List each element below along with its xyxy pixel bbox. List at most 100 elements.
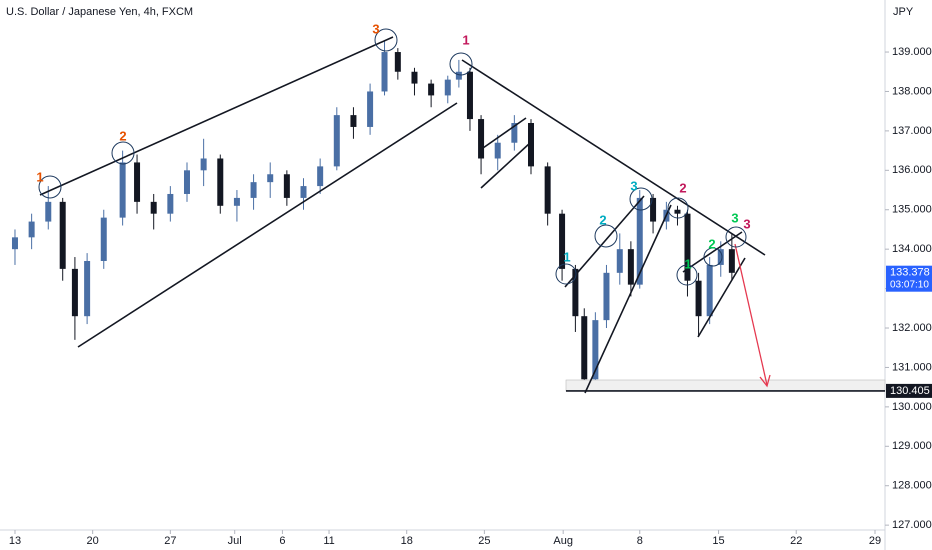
y-tick-label: 128.000 bbox=[892, 480, 932, 492]
candle-body bbox=[250, 182, 257, 198]
candle-body bbox=[528, 123, 534, 167]
wave-label: 2 bbox=[679, 180, 686, 195]
wave-label: 3 bbox=[372, 21, 379, 36]
countdown: 03:07:10 bbox=[890, 279, 929, 290]
y-tick-label: 134.000 bbox=[892, 243, 932, 255]
candle-body bbox=[350, 115, 357, 127]
y-tick-label: 132.000 bbox=[892, 322, 932, 334]
candle-body bbox=[444, 79, 451, 96]
candle-body bbox=[119, 162, 126, 218]
x-tick-label: 27 bbox=[164, 535, 176, 547]
y-tick-label: 139.000 bbox=[892, 46, 932, 58]
candle-body bbox=[394, 52, 401, 72]
candle-body bbox=[333, 115, 340, 167]
marker bbox=[449, 52, 473, 76]
candle-body bbox=[217, 158, 224, 206]
level-tag bbox=[886, 383, 932, 398]
candle-body bbox=[650, 197, 657, 222]
x-tick-label: 29 bbox=[869, 535, 881, 547]
candle-body bbox=[544, 166, 551, 214]
y-tick-label: 135.000 bbox=[892, 204, 932, 216]
wave-label: 2 bbox=[119, 128, 126, 143]
candle-body bbox=[706, 264, 713, 317]
x-tick-label: Jul bbox=[228, 535, 242, 547]
level-label: 130.405 bbox=[890, 385, 930, 397]
candle-body bbox=[167, 193, 174, 214]
x-tick-label: 15 bbox=[712, 535, 724, 547]
price-tag bbox=[886, 265, 932, 292]
candle-body bbox=[674, 209, 681, 214]
trendline bbox=[697, 257, 746, 338]
trendline bbox=[682, 231, 743, 273]
candle-body bbox=[411, 71, 418, 84]
trendline bbox=[584, 204, 672, 394]
trendline bbox=[77, 102, 458, 348]
candle-body bbox=[511, 123, 518, 143]
y-tick-label: 127.000 bbox=[892, 519, 932, 531]
y-tick-label: 131.000 bbox=[892, 361, 932, 373]
wave-label: 3 bbox=[630, 178, 637, 193]
candle-body bbox=[466, 71, 473, 120]
wave-label: 2 bbox=[599, 212, 606, 227]
marker bbox=[555, 263, 577, 285]
trendline bbox=[564, 195, 645, 288]
wave-label: 2 bbox=[708, 236, 715, 251]
candle-body bbox=[283, 174, 290, 198]
candle-body bbox=[572, 268, 579, 317]
x-tick-label: 8 bbox=[637, 535, 643, 547]
x-tick-label: 20 bbox=[87, 535, 99, 547]
candle-body bbox=[717, 249, 724, 265]
wave-label: 1 bbox=[462, 32, 469, 47]
marker bbox=[38, 175, 62, 199]
candle-body bbox=[455, 71, 462, 80]
trendline bbox=[480, 142, 531, 189]
wave-label: 1 bbox=[36, 169, 43, 184]
y-tick-label: 138.000 bbox=[892, 85, 932, 97]
candle-body bbox=[71, 268, 78, 317]
marker bbox=[629, 187, 653, 211]
chart-title: U.S. Dollar / Japanese Yen, 4h, FXCM bbox=[6, 6, 193, 18]
wave-label: 1 bbox=[563, 249, 570, 264]
candle-body bbox=[494, 142, 501, 159]
candle-body bbox=[233, 197, 240, 206]
x-tick-label: 13 bbox=[9, 535, 21, 547]
candle-body bbox=[28, 221, 35, 238]
y-tick-label: 137.000 bbox=[892, 125, 932, 137]
candle-body bbox=[581, 316, 588, 380]
marker bbox=[667, 197, 689, 219]
candle-body bbox=[428, 83, 435, 96]
marker bbox=[111, 141, 135, 165]
y-tick-label: 129.000 bbox=[892, 440, 932, 452]
candle-body bbox=[367, 91, 374, 127]
marker bbox=[374, 28, 398, 52]
candle-body bbox=[59, 201, 66, 269]
marker bbox=[725, 226, 747, 248]
x-tick-label: 11 bbox=[323, 535, 334, 547]
candle-body bbox=[381, 52, 388, 92]
candle-body bbox=[200, 158, 207, 171]
wave-label: 3 bbox=[743, 216, 750, 231]
marker bbox=[594, 224, 618, 248]
candle-body bbox=[603, 272, 610, 321]
currency: JPY bbox=[893, 6, 914, 18]
y-tick-label: 130.000 bbox=[892, 401, 932, 413]
candle-body bbox=[616, 249, 623, 273]
candle-body bbox=[134, 162, 141, 202]
zone bbox=[565, 379, 886, 392]
arrow bbox=[734, 243, 768, 386]
candle-body bbox=[183, 170, 190, 194]
candle-body bbox=[45, 201, 52, 222]
candle-body bbox=[695, 280, 702, 317]
x-tick-label: 22 bbox=[790, 535, 802, 547]
trendline bbox=[39, 36, 394, 196]
price-label: 133.378 bbox=[890, 267, 930, 279]
candle-body bbox=[684, 213, 691, 281]
candle-body bbox=[84, 260, 91, 317]
y-tick-label: 136.000 bbox=[892, 164, 932, 176]
x-tick-label: 25 bbox=[478, 535, 490, 547]
candle-body bbox=[592, 320, 599, 380]
marker bbox=[676, 264, 698, 286]
trendline bbox=[482, 117, 527, 149]
